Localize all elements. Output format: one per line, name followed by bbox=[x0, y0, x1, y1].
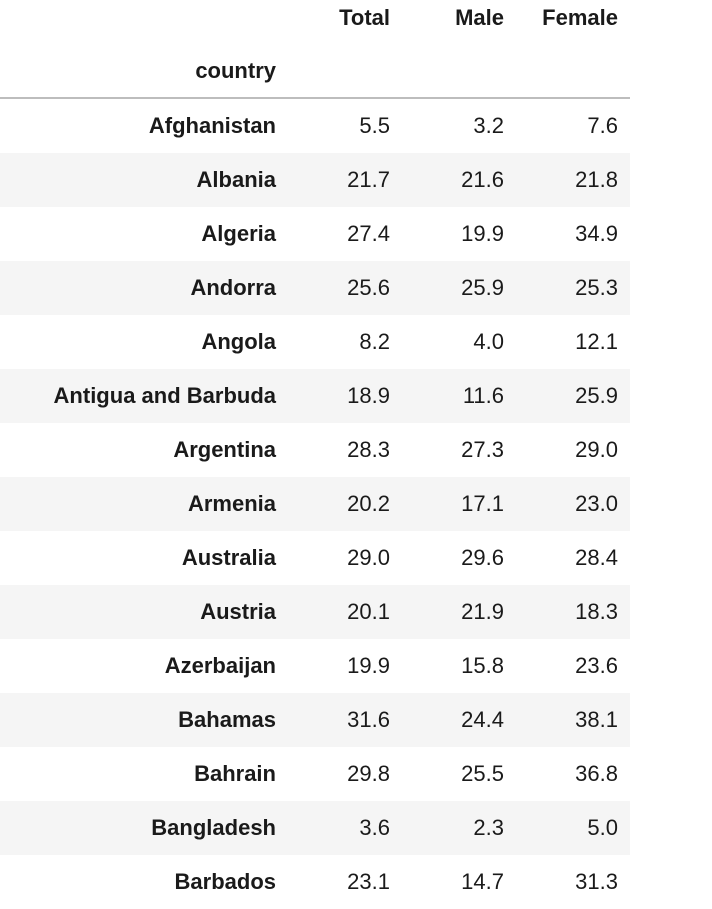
cell-female: 7.6 bbox=[587, 113, 618, 138]
row-index-country: Afghanistan bbox=[148, 113, 276, 138]
cell-total: 8.2 bbox=[359, 329, 390, 354]
row-index-country: Australia bbox=[181, 545, 276, 570]
cell-total: 20.2 bbox=[347, 491, 390, 516]
table-row: Australia 29.0 29.6 28.4 bbox=[0, 531, 630, 585]
index-name-label: country bbox=[195, 58, 276, 83]
row-index-country: Azerbaijan bbox=[164, 653, 276, 678]
table-row: Azerbaijan 19.9 15.8 23.6 bbox=[0, 639, 630, 693]
cell-male: 21.9 bbox=[461, 599, 504, 624]
cell-female: 25.3 bbox=[575, 275, 618, 300]
cell-male: 14.7 bbox=[461, 869, 504, 894]
column-header-male: Male bbox=[455, 5, 504, 30]
cell-female: 34.9 bbox=[575, 221, 618, 246]
cell-male: 29.6 bbox=[461, 545, 504, 570]
table-row: Afghanistan 5.5 3.2 7.6 bbox=[0, 99, 630, 153]
row-index-country: Angola bbox=[201, 329, 276, 354]
cell-total: 28.3 bbox=[347, 437, 390, 462]
cell-total: 23.1 bbox=[347, 869, 390, 894]
cell-total: 29.8 bbox=[347, 761, 390, 786]
cell-female: 29.0 bbox=[575, 437, 618, 462]
cell-male: 15.8 bbox=[461, 653, 504, 678]
table-row: Albania 21.7 21.6 21.8 bbox=[0, 153, 630, 207]
cell-male: 3.2 bbox=[473, 113, 504, 138]
row-index-country: Albania bbox=[196, 167, 276, 192]
table-row: Armenia 20.2 17.1 23.0 bbox=[0, 477, 630, 531]
cell-female: 28.4 bbox=[575, 545, 618, 570]
row-index-country: Algeria bbox=[201, 221, 276, 246]
cell-total: 5.5 bbox=[359, 113, 390, 138]
cell-female: 38.1 bbox=[575, 707, 618, 732]
column-header-row: Total Male Female bbox=[0, 0, 630, 45]
row-index-country: Andorra bbox=[190, 275, 276, 300]
table-row: Antigua and Barbuda 18.9 11.6 25.9 bbox=[0, 369, 630, 423]
cell-total: 18.9 bbox=[347, 383, 390, 408]
cell-male: 19.9 bbox=[461, 221, 504, 246]
dataframe-table: Total Male Female country Afghanistan 5.5… bbox=[0, 0, 630, 909]
cell-total: 21.7 bbox=[347, 167, 390, 192]
table-row: Austria 20.1 21.9 18.3 bbox=[0, 585, 630, 639]
row-index-country: Bangladesh bbox=[151, 815, 276, 840]
cell-female: 5.0 bbox=[587, 815, 618, 840]
cell-female: 25.9 bbox=[575, 383, 618, 408]
table-row: Andorra 25.6 25.9 25.3 bbox=[0, 261, 630, 315]
column-header-female: Female bbox=[542, 5, 618, 30]
table-row: Angola 8.2 4.0 12.1 bbox=[0, 315, 630, 369]
cell-male: 25.9 bbox=[461, 275, 504, 300]
cell-male: 21.6 bbox=[461, 167, 504, 192]
cell-total: 31.6 bbox=[347, 707, 390, 732]
row-index-country: Austria bbox=[200, 599, 276, 624]
index-name-row: country bbox=[0, 45, 630, 99]
cell-female: 12.1 bbox=[575, 329, 618, 354]
cell-male: 11.6 bbox=[462, 383, 504, 408]
table-row: Argentina 28.3 27.3 29.0 bbox=[0, 423, 630, 477]
cell-total: 25.6 bbox=[347, 275, 390, 300]
cell-female: 18.3 bbox=[575, 599, 618, 624]
cell-male: 25.5 bbox=[461, 761, 504, 786]
table-row: Bangladesh 3.6 2.3 5.0 bbox=[0, 801, 630, 855]
row-index-country: Armenia bbox=[187, 491, 276, 516]
cell-total: 3.6 bbox=[359, 815, 390, 840]
cell-female: 23.6 bbox=[575, 653, 618, 678]
row-index-country: Argentina bbox=[173, 437, 276, 462]
cell-female: 23.0 bbox=[575, 491, 618, 516]
row-index-country: Barbados bbox=[174, 869, 276, 894]
row-index-country: Bahamas bbox=[178, 707, 276, 732]
row-index-country: Antigua and Barbuda bbox=[53, 383, 276, 408]
column-header-total: Total bbox=[339, 5, 390, 30]
table-row: Algeria 27.4 19.9 34.9 bbox=[0, 207, 630, 261]
cell-total: 20.1 bbox=[347, 599, 390, 624]
table-row: Bahamas 31.6 24.4 38.1 bbox=[0, 693, 630, 747]
cell-female: 31.3 bbox=[575, 869, 618, 894]
table-row: Bahrain 29.8 25.5 36.8 bbox=[0, 747, 630, 801]
table-row: Barbados 23.1 14.7 31.3 bbox=[0, 855, 630, 909]
table-body: Afghanistan 5.5 3.2 7.6 Albania 21.7 21.6 21.8 A… bbox=[0, 99, 630, 909]
row-index-country: Bahrain bbox=[194, 761, 276, 786]
cell-male: 27.3 bbox=[461, 437, 504, 462]
cell-male: 2.3 bbox=[473, 815, 504, 840]
cell-total: 27.4 bbox=[347, 221, 390, 246]
cell-total: 19.9 bbox=[347, 653, 390, 678]
cell-total: 29.0 bbox=[347, 545, 390, 570]
cell-female: 21.8 bbox=[575, 167, 618, 192]
cell-male: 4.0 bbox=[473, 329, 504, 354]
cell-male: 24.4 bbox=[461, 707, 504, 732]
cell-female: 36.8 bbox=[575, 761, 618, 786]
cell-male: 17.1 bbox=[461, 491, 504, 516]
